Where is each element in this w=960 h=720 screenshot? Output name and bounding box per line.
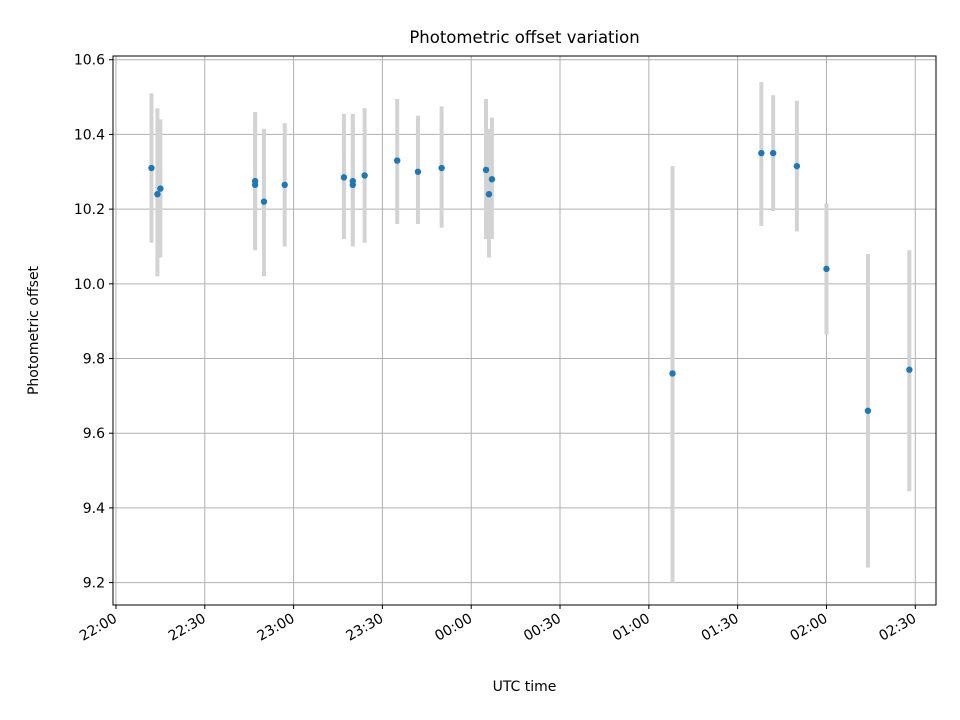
y-tick-label: 10.4 [74, 127, 105, 143]
data-point [414, 168, 422, 175]
data-point [906, 366, 913, 373]
data-point [361, 172, 368, 179]
data-point [823, 265, 830, 273]
plot-frame [112, 55, 937, 606]
data-point [864, 407, 872, 414]
y-tick-label: 9.2 [83, 576, 105, 592]
data-point [482, 166, 490, 174]
plot-area [113, 56, 936, 605]
y-axis-ticks: 9.2 9.4 9.6 9.8 10.0 10.2 10.4 10.6 [74, 53, 113, 592]
data-point [485, 190, 493, 198]
chart-title: Photometric offset variation [409, 28, 639, 47]
y-tick-label: 10.6 [74, 53, 105, 69]
x-axis-label: UTC time [493, 679, 557, 695]
data-point [281, 181, 288, 189]
data-point [758, 149, 765, 157]
grid [113, 56, 936, 605]
data-point [488, 176, 496, 183]
data-point [769, 149, 777, 157]
y-tick-label: 10.0 [74, 277, 105, 293]
data-point [157, 185, 164, 192]
y-tick-label: 9.6 [83, 426, 105, 442]
data-point [669, 370, 676, 377]
data-point [148, 164, 155, 172]
data-point [438, 164, 445, 172]
data-point [340, 174, 348, 181]
y-tick-label: 9.8 [83, 352, 105, 368]
y-axis-label: Photometric offset [26, 265, 42, 395]
data-point [260, 198, 268, 205]
data-point [394, 157, 401, 164]
data-point [793, 162, 801, 170]
y-tick-label: 10.2 [74, 202, 105, 218]
data-points [148, 149, 913, 414]
data-point [349, 177, 356, 185]
data-point [251, 177, 259, 185]
y-tick-label: 9.4 [83, 501, 105, 517]
data-point [154, 190, 161, 198]
